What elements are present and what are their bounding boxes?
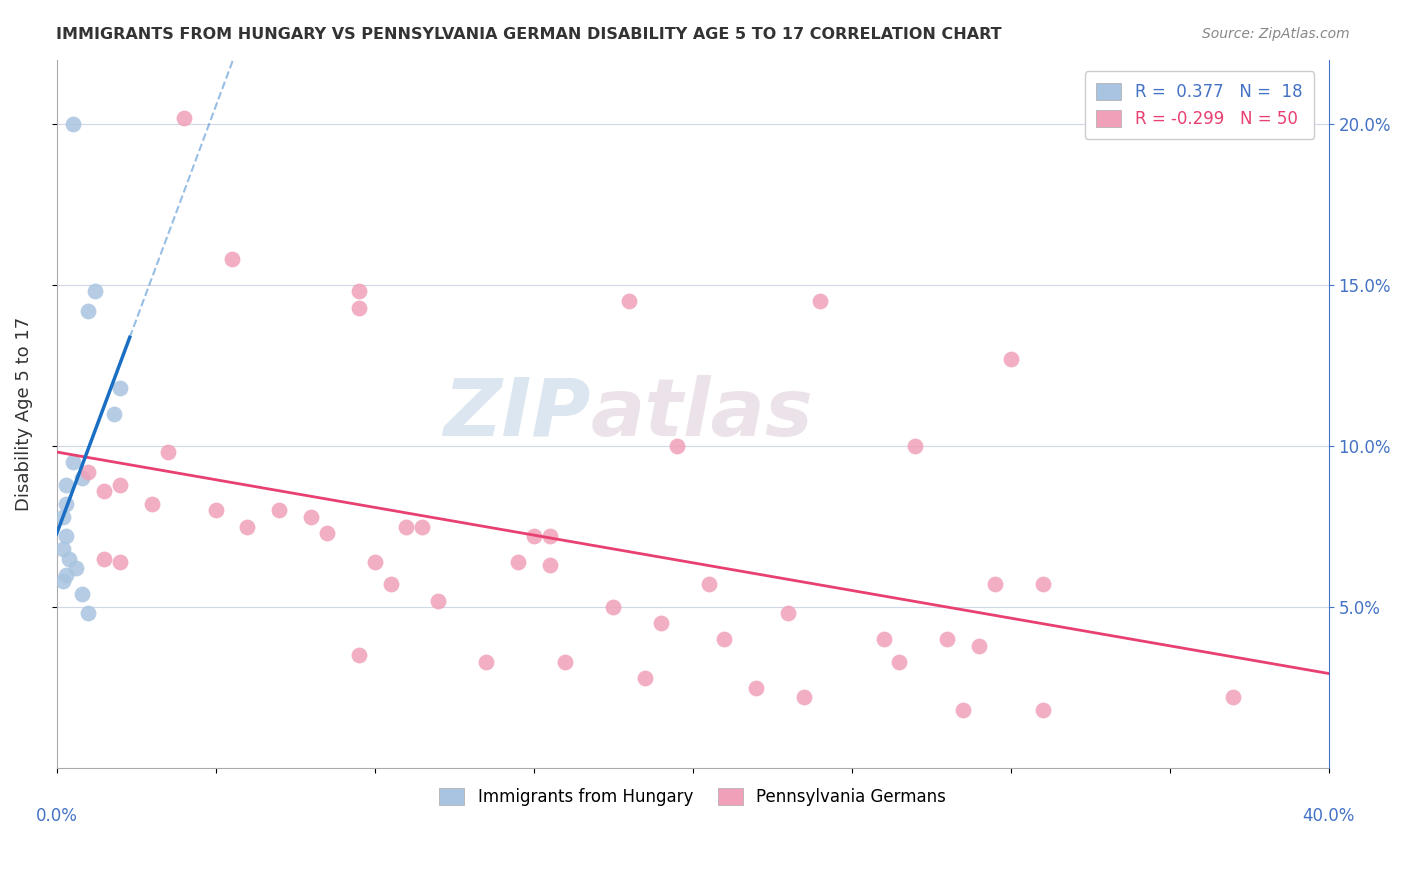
Point [110,477,132,491]
Text: atlas: atlas [591,375,814,453]
Point [70,471,93,485]
Point [93,484,115,499]
Point [52,509,75,524]
Text: 0.0%: 0.0% [35,806,77,825]
Point [952,703,974,717]
Point [650,616,672,631]
Point [299,509,322,524]
Point [269,503,291,517]
Point [236,519,259,533]
Point [347,301,370,315]
Point [506,555,529,569]
Point [793,690,815,705]
Point [156,445,179,459]
Point [204,503,226,517]
Point [634,671,657,685]
Point [904,439,927,453]
Text: IMMIGRANTS FROM HUNGARY VS PENNSYLVANIA GERMAN DISABILITY AGE 5 TO 17 CORRELATIO: IMMIGRANTS FROM HUNGARY VS PENNSYLVANIA … [56,27,1002,42]
Point [221,252,243,267]
Point [58,551,80,566]
Point [1031,703,1053,717]
Point [93,551,115,566]
Point [55,529,77,543]
Point [363,555,385,569]
Point [872,632,894,647]
Point [427,593,450,607]
Point [778,607,800,621]
Point [538,558,561,573]
Text: Source: ZipAtlas.com: Source: ZipAtlas.com [1202,27,1350,41]
Point [110,381,132,395]
Point [347,285,370,299]
Point [141,497,163,511]
Point [62,117,84,131]
Point [55,567,77,582]
Point [984,577,1007,591]
Point [697,577,720,591]
Point [77,607,100,621]
Point [395,519,418,533]
Point [1031,577,1053,591]
Point [380,577,402,591]
Point [55,497,77,511]
Point [103,407,125,421]
Point [77,303,100,318]
Point [110,555,132,569]
Point [665,439,688,453]
Point [316,525,339,540]
Point [889,655,911,669]
Text: 40.0%: 40.0% [1302,806,1355,825]
Text: ZIP: ZIP [443,375,591,453]
Point [411,519,433,533]
Point [173,111,195,125]
Point [538,529,561,543]
Point [936,632,959,647]
Point [617,294,640,309]
Point [808,294,831,309]
Point [347,648,370,663]
Point [70,587,93,601]
Point [52,574,75,589]
Legend: Immigrants from Hungary, Pennsylvania Germans: Immigrants from Hungary, Pennsylvania Ge… [433,781,953,813]
Point [602,600,624,615]
Point [475,655,498,669]
Point [52,542,75,557]
Point [83,285,105,299]
Point [62,455,84,469]
Y-axis label: Disability Age 5 to 17: Disability Age 5 to 17 [15,317,32,511]
Point [523,529,546,543]
Point [745,681,768,695]
Point [77,465,100,479]
Point [55,477,77,491]
Point [713,632,735,647]
Point [1222,690,1244,705]
Point [65,561,87,575]
Point [554,655,576,669]
Point [1000,352,1022,367]
Point [967,639,990,653]
